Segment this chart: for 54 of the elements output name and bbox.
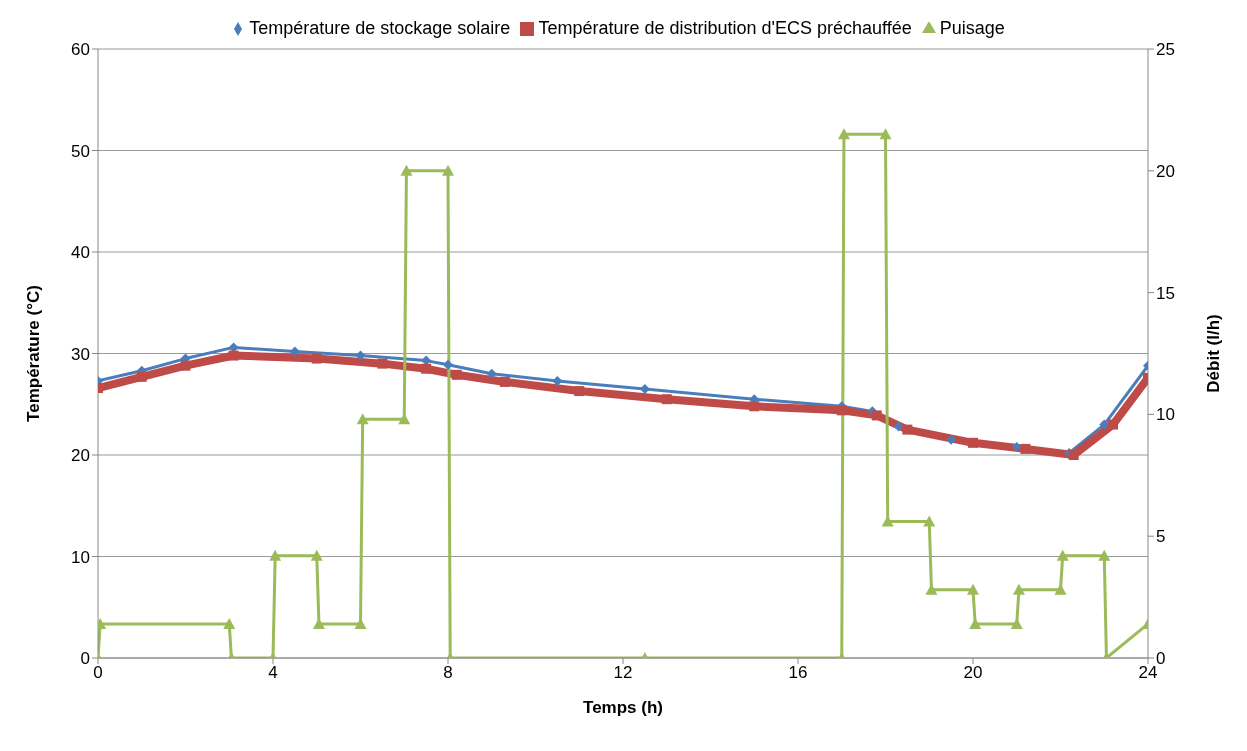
point	[443, 359, 453, 370]
point	[310, 549, 323, 561]
y2-tick-label: 10	[1156, 405, 1175, 425]
y2-tick-label: 0	[1156, 649, 1166, 669]
point	[1098, 549, 1111, 561]
y-tick-label: 40	[71, 243, 90, 263]
point	[486, 368, 497, 379]
y2-tick-label: 5	[1156, 527, 1166, 547]
point	[837, 128, 850, 140]
y-tick-label: 0	[80, 649, 90, 669]
point	[871, 410, 882, 421]
point	[223, 617, 236, 629]
point	[442, 164, 454, 176]
y2-tick-label: 25	[1156, 40, 1175, 60]
x-tick-label: 0	[93, 663, 103, 683]
point	[893, 421, 904, 432]
point	[552, 375, 563, 386]
x-tick-label: 20	[963, 663, 983, 683]
y-tick-label: 50	[71, 141, 90, 161]
legend-label: Température de distribution d'ECS préchauffée	[538, 18, 912, 38]
x-tick-label: 12	[613, 663, 633, 683]
y2-axis-title: Débit (l/h)	[1204, 314, 1224, 393]
point	[269, 549, 282, 561]
y-axis-title: Température (°C)	[24, 285, 44, 422]
point	[1020, 443, 1031, 454]
y2-tick-label: 15	[1156, 283, 1175, 303]
point	[902, 424, 913, 435]
y-tick-label: 60	[71, 40, 90, 60]
point	[1012, 583, 1025, 595]
x-tick-label: 16	[788, 663, 808, 683]
legend-label: Température de stockage solaire	[249, 18, 511, 38]
point	[400, 164, 413, 176]
y-tick-label: 10	[71, 547, 90, 567]
y-tick-label: 30	[71, 344, 90, 364]
point	[1011, 441, 1022, 452]
point	[1108, 419, 1118, 430]
point	[451, 369, 462, 380]
point	[946, 434, 957, 445]
x-tick-label: 8	[443, 663, 453, 683]
x-tick-label: 4	[268, 663, 278, 683]
point	[967, 583, 979, 595]
y-tick-label: 20	[71, 446, 90, 466]
x-tick-label: 24	[1138, 663, 1158, 683]
point	[923, 515, 936, 527]
legend-label: Puisage	[939, 18, 1005, 38]
y2-tick-label: 20	[1156, 161, 1175, 181]
point	[289, 346, 300, 357]
point	[136, 371, 147, 382]
point	[879, 128, 892, 140]
point	[355, 350, 366, 361]
point	[356, 413, 369, 425]
x-axis-title: Temps (h)	[583, 698, 663, 717]
point	[1056, 549, 1069, 561]
point	[1068, 450, 1079, 460]
